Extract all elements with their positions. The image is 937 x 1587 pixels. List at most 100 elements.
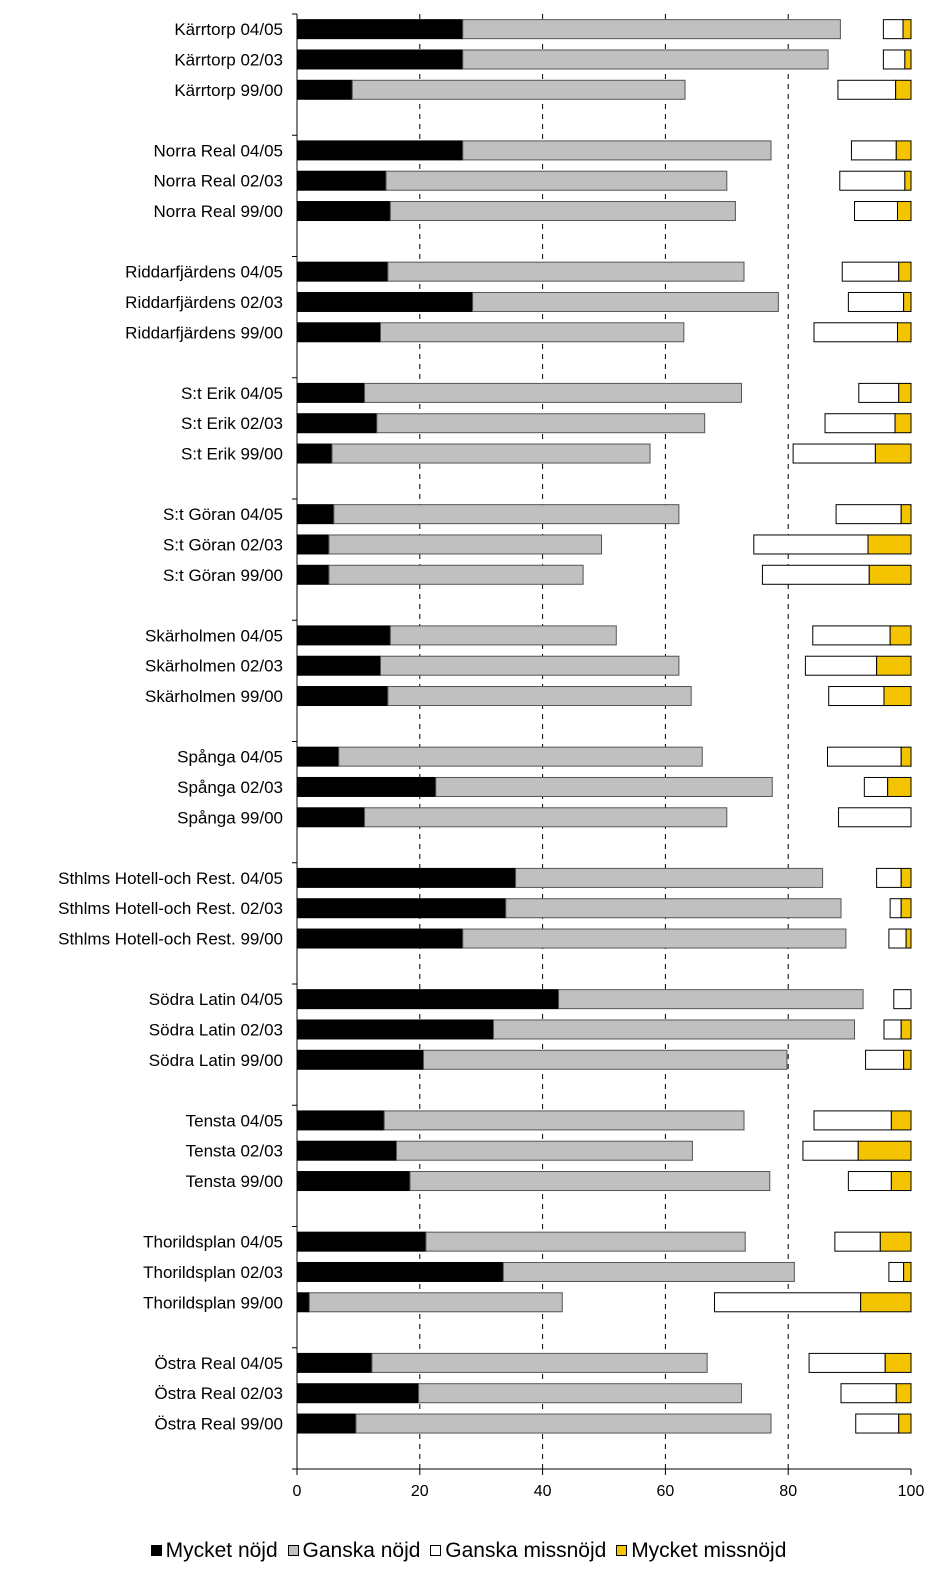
bar-ganska-nojd [387,686,692,707]
category-label: Södra Latin 99/00 [149,1051,283,1070]
bar-ganska-nojd [387,261,745,282]
category-label: Norra Real 99/00 [154,202,283,221]
bar-mycket-nojd [296,1352,373,1373]
bar-ganska-missnojd [858,382,900,403]
category-label: Tensta 04/05 [186,1111,283,1130]
bar-mycket-missnojd [876,655,912,676]
bar-ganska-nojd [389,201,736,222]
bar-mycket-nojd [296,1231,427,1252]
category-label: Skärholmen 02/03 [145,657,283,676]
category-label: Spånga 02/03 [177,778,283,797]
bar-ganska-missnojd [847,1171,892,1192]
bar-ganska-nojd [425,1231,746,1252]
bar-mycket-nojd [296,413,378,434]
bar-mycket-nojd [296,443,333,464]
bar-mycket-missnojd [898,382,912,403]
bar-ganska-missnojd [882,49,906,70]
category-label: Kärrtorp 02/03 [174,50,283,69]
category-label: Tensta 99/00 [186,1172,283,1191]
bar-ganska-missnojd [888,928,907,949]
legend-label-mycket-missnojd: Mycket missnöjd [631,1539,787,1562]
bar-ganska-nojd [462,49,829,70]
bar-mycket-missnojd [905,928,912,949]
bar-ganska-nojd [376,413,706,434]
category-label: Östra Real 04/05 [154,1354,283,1373]
category-label: Sthlms Hotell-och Rest. 02/03 [58,899,283,918]
bar-ganska-nojd [380,655,680,676]
bar-ganska-nojd [435,776,773,797]
bar-mycket-nojd [296,534,330,555]
bar-mycket-missnojd [900,898,912,919]
bar-mycket-nojd [296,322,382,343]
bar-mycket-nojd [296,1171,411,1192]
bar-mycket-nojd [296,1413,357,1434]
bar-mycket-nojd [296,1261,504,1282]
category-label: Riddarfjärdens 99/00 [125,323,283,342]
bar-ganska-missnojd [889,898,902,919]
bar-ganska-missnojd [876,867,902,888]
bar-mycket-missnojd [895,1383,912,1404]
legend-label-mycket-nojd: Mycket nöjd [165,1539,278,1562]
bar-ganska-missnojd [835,504,902,525]
bar-ganska-missnojd [812,625,891,646]
bar-ganska-nojd [338,746,703,767]
category-label: Thorildsplan 02/03 [143,1263,283,1282]
bar-ganska-missnojd [893,989,912,1010]
bar-ganska-nojd [558,989,864,1010]
bar-ganska-missnojd [855,1413,900,1434]
x-tick-label: 100 [898,1483,925,1500]
bar-mycket-nojd [296,201,391,222]
bar-mycket-nojd [296,261,389,282]
bar-mycket-missnojd [898,261,912,282]
x-tick-label: 20 [411,1483,429,1500]
bar-mycket-missnojd [903,291,912,312]
bar-mycket-missnojd [884,1352,912,1373]
bar-mycket-nojd [296,19,464,40]
legend-swatch-mycket-missnojd [616,1545,628,1556]
category-label: Riddarfjärdens 02/03 [125,293,283,312]
bar-mycket-missnojd [896,201,912,222]
bar-mycket-nojd [296,989,560,1010]
bar-mycket-missnojd [895,79,912,100]
category-label: Kärrtorp 04/05 [174,20,283,39]
bar-ganska-nojd [462,19,841,40]
category-label: Östra Real 99/00 [154,1415,283,1434]
bar-mycket-missnojd [887,776,912,797]
category-label: Södra Latin 04/05 [149,990,283,1009]
bar-mycket-nojd [296,564,330,585]
bar-ganska-nojd [389,625,617,646]
bar-ganska-missnojd [813,1110,892,1131]
bar-mycket-nojd [296,291,474,312]
bar-ganska-missnojd [826,746,902,767]
bar-mycket-missnojd [890,1110,912,1131]
bar-ganska-nojd [502,1261,795,1282]
category-label: S:t Göran 02/03 [163,535,283,554]
bar-mycket-missnojd [883,686,912,707]
bar-mycket-nojd [296,1019,494,1040]
bar-ganska-missnojd [854,201,898,222]
bar-ganska-nojd [418,1383,743,1404]
bar-ganska-nojd [333,504,680,525]
bar-mycket-missnojd [857,1140,912,1161]
legend-swatch-ganska-missnojd [430,1545,442,1556]
bar-mycket-nojd [296,776,437,797]
legend-label-ganska-missnojd: Ganska missnöjd [445,1539,607,1562]
bar-mycket-nojd [296,655,382,676]
category-label: Thorildsplan 99/00 [143,1293,283,1312]
bar-mycket-missnojd [895,140,912,161]
legend-item-ganska-missnojd: Ganska missnöjd [430,1539,606,1563]
category-label: Spånga 99/00 [177,808,283,827]
bar-ganska-missnojd [863,776,889,797]
bar-ganska-nojd [364,382,743,403]
category-label: Skärholmen 99/00 [145,687,283,706]
bar-ganska-nojd [380,322,685,343]
bar-ganska-nojd [383,1110,745,1131]
bar-mycket-missnojd [900,746,912,767]
bar-mycket-nojd [296,928,464,949]
category-label: Sthlms Hotell-och Rest. 99/00 [58,930,283,949]
bar-ganska-missnojd [882,19,904,40]
bar-mycket-missnojd [902,19,912,40]
bar-mycket-nojd [296,49,464,70]
bar-ganska-nojd [462,140,772,161]
bar-ganska-missnojd [828,686,885,707]
